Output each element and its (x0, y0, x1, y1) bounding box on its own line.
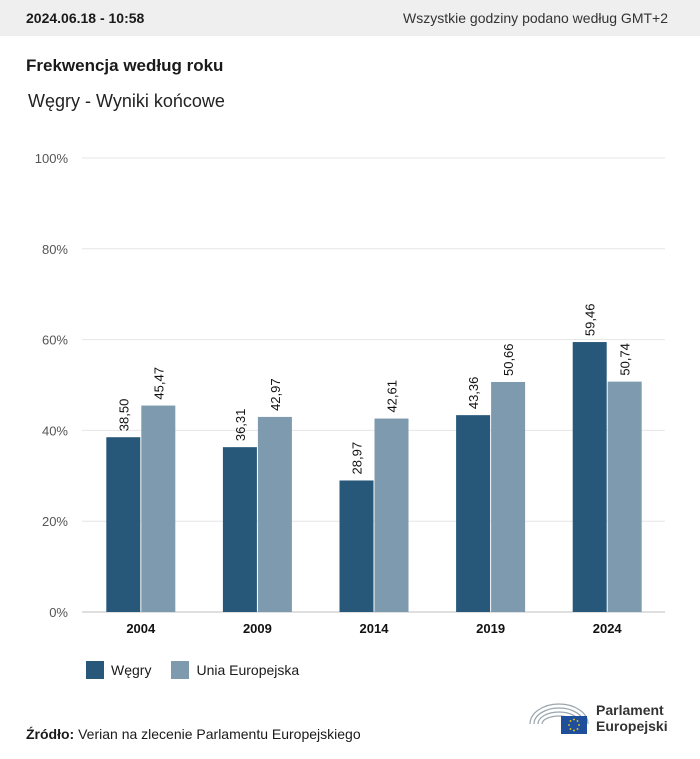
source-note: Źródło: Verian na zlecenie Parlamentu Eu… (26, 726, 361, 742)
y-tick-label: 100% (35, 151, 69, 166)
top-bar: 2024.06.18 - 10:58 Wszystkie godziny pod… (0, 0, 700, 36)
y-tick-label: 80% (42, 242, 68, 257)
logo-line-2: Europejski (596, 718, 668, 734)
data-label: 42,97 (268, 378, 283, 411)
legend: Węgry Unia Europejska (86, 661, 319, 679)
eu-flag-icon (561, 716, 587, 734)
data-label: 45,47 (151, 367, 166, 400)
bar (374, 418, 409, 612)
source-text: Verian na zlecenie Parlamentu Europejski… (78, 726, 361, 742)
chart-subtitle: Węgry - Wyniki końcowe (28, 91, 225, 111)
european-parliament-logo: Parlament Europejski (528, 700, 668, 736)
timezone-note: Wszystkie godziny podano według GMT+2 (403, 10, 668, 26)
data-label: 38,50 (116, 399, 131, 432)
bar (456, 415, 491, 612)
data-label: 28,97 (350, 442, 365, 475)
bar (572, 342, 607, 612)
x-tick-label: 2024 (593, 621, 623, 636)
data-label: 50,74 (618, 343, 633, 376)
logo-line-1: Parlament (596, 702, 664, 718)
data-label: 59,46 (583, 304, 598, 337)
x-tick-label: 2009 (243, 621, 272, 636)
y-tick-label: 40% (42, 423, 68, 438)
y-tick-label: 60% (42, 333, 68, 348)
legend-swatch-hungary (86, 661, 104, 679)
data-label: 50,66 (501, 343, 516, 376)
legend-item-eu: Unia Europejska (171, 661, 299, 679)
y-tick-label: 0% (49, 605, 68, 620)
legend-label-hungary: Węgry (111, 662, 152, 678)
parliament-hemicycle-icon (529, 703, 589, 734)
legend-item-hungary: Węgry (86, 661, 151, 679)
bar (106, 437, 141, 612)
bar (339, 480, 374, 612)
x-tick-label: 2019 (476, 621, 505, 636)
legend-label-eu: Unia Europejska (196, 662, 300, 678)
bar (257, 416, 292, 612)
legend-swatch-eu (171, 661, 190, 679)
bar (607, 381, 642, 612)
data-label: 43,36 (466, 377, 481, 410)
data-label: 36,31 (233, 409, 248, 442)
bar (141, 405, 176, 612)
y-tick-label: 20% (42, 514, 68, 529)
x-tick-label: 2014 (360, 621, 390, 636)
bar (491, 382, 526, 612)
timestamp: 2024.06.18 - 10:58 (26, 10, 145, 26)
source-label: Źródło: (26, 726, 75, 742)
data-label: 42,61 (385, 380, 400, 413)
bar (222, 447, 257, 612)
x-tick-label: 2004 (126, 621, 156, 636)
chart-title: Frekwencja według roku (26, 56, 224, 75)
